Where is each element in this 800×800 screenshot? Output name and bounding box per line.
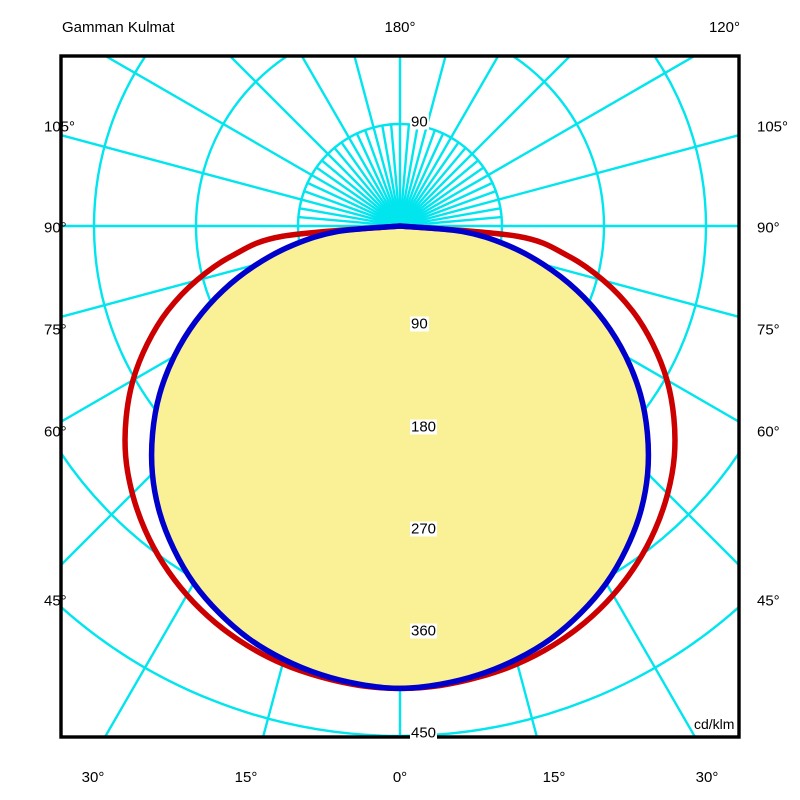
grid-spoke-fine-65: [355, 132, 402, 228]
grid-spoke-fine-100: [398, 124, 419, 228]
grid-spoke-15: [61, 133, 402, 228]
grid-spoke-135: [398, 56, 572, 228]
grid-spoke-fine-85: [389, 123, 402, 228]
grid-spoke-fine-145: [398, 166, 485, 228]
top-axis-label-0: 180°: [384, 19, 416, 36]
grid-spoke-fine-40: [320, 159, 402, 228]
radial-tick-label-3: 270: [410, 520, 438, 538]
bottom-axis-label-2: 0°: [392, 769, 408, 786]
grid-spoke-75: [353, 56, 402, 228]
grid-spoke-fine-35: [315, 166, 402, 228]
grid-spoke-fine-170: [398, 207, 502, 228]
grid-spoke-195: [398, 224, 739, 319]
left-axis-label-1: 90°: [44, 219, 67, 237]
grid-spoke-30: [103, 56, 402, 228]
right-axis-label-4: 45°: [757, 592, 780, 610]
left-axis-label-0: 105°: [44, 118, 76, 136]
grid-spoke-fine-70: [363, 128, 402, 228]
bottom-axis-label-1: 15°: [234, 769, 258, 786]
radial-tick-label-1: 90: [410, 315, 429, 333]
unit-label: cd/klm: [694, 716, 735, 732]
grid-spoke-fine-110: [398, 128, 437, 228]
right-axis-label-1: 90°: [757, 219, 780, 237]
right-axis-label-3: 60°: [757, 423, 780, 441]
grid-spoke-fine-80: [381, 124, 402, 228]
left-axis-label-4: 45°: [44, 592, 67, 610]
radial-tick-label-0: 90: [410, 113, 429, 131]
radial-tick-label-2: 180: [410, 418, 438, 436]
grid-spoke-fine-25: [306, 181, 402, 228]
grid-spoke-fine-20: [302, 189, 402, 228]
distribution-fill: [151, 226, 649, 689]
right-axis-label-2: 75°: [757, 321, 780, 339]
top-axis-label-1: 120°: [708, 19, 740, 36]
grid-spoke-45: [228, 56, 402, 228]
grid-spoke-165: [398, 133, 739, 228]
grid-spoke-fine-140: [398, 159, 480, 228]
grid-spoke-fine-125: [398, 141, 460, 228]
bottom-axis-label-3: 15°: [542, 769, 566, 786]
left-axis-label-2: 75°: [44, 321, 67, 339]
grid-spoke-fine-55: [340, 141, 402, 228]
distribution-curves: [122, 223, 678, 692]
grid-spoke-fine-10: [298, 207, 402, 228]
curve-c90-c270: [148, 223, 652, 692]
grid-spoke-345: [61, 224, 402, 319]
chart-title: Gamman Kulmat: [62, 19, 175, 36]
grid-spoke-60: [300, 56, 402, 228]
plot-frame: [59, 54, 741, 739]
grid-spoke-105: [398, 56, 447, 228]
grid-spoke-fine-95: [398, 123, 411, 228]
grid-spoke-fine-115: [398, 132, 445, 228]
grid-spoke-fine-50: [333, 146, 402, 228]
right-axis-label-0: 105°: [757, 118, 789, 136]
grid-spoke-150: [398, 56, 697, 228]
grid-spoke-fine-155: [398, 181, 494, 228]
bottom-axis-label-4: 30°: [695, 769, 719, 786]
radial-tick-label-5: 450: [410, 724, 438, 742]
grid-spoke-fine-130: [398, 146, 467, 228]
radial-tick-label-4: 360: [410, 622, 438, 640]
bottom-axis-label-0: 30°: [81, 769, 105, 786]
left-axis-label-3: 60°: [44, 423, 67, 441]
grid-spoke-fine-160: [398, 189, 498, 228]
grid-spoke-120: [398, 56, 500, 228]
